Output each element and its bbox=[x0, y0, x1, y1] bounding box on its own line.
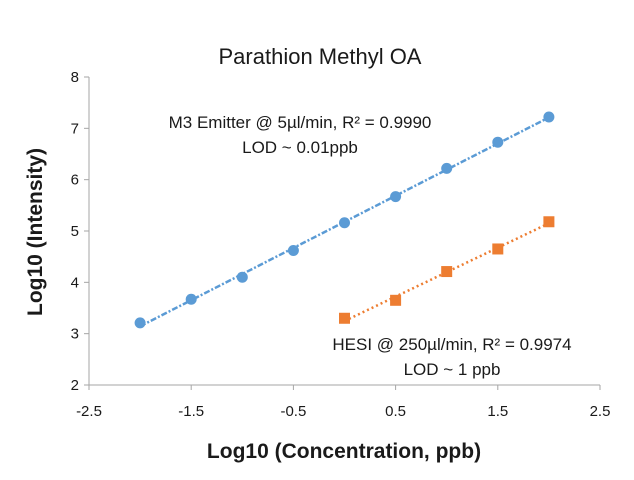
data-point-series-2 bbox=[492, 243, 504, 255]
data-point-series-1 bbox=[543, 111, 555, 123]
y-axis-label: Log10 (Intensity) bbox=[24, 148, 47, 316]
y-tick-label: 2 bbox=[71, 377, 79, 394]
x-tick-label: 1.5 bbox=[487, 403, 508, 420]
x-tick-label: 2.5 bbox=[590, 403, 611, 420]
data-point-series-1 bbox=[287, 245, 299, 257]
data-point-series-2 bbox=[543, 216, 555, 228]
y-tick-label: 3 bbox=[71, 326, 79, 343]
data-point-series-2 bbox=[339, 312, 350, 324]
y-tick-label: 7 bbox=[71, 120, 79, 137]
hesi-annotation-line1: HESI @ 250µl/min, R² = 0.9974 bbox=[332, 335, 571, 354]
y-tick-label: 6 bbox=[71, 172, 79, 189]
data-marks bbox=[134, 111, 555, 329]
hesi-annotation-line2: LOD ~ 1 ppb bbox=[404, 360, 501, 379]
x-tick-label: -2.5 bbox=[76, 403, 102, 420]
data-point-series-1 bbox=[339, 217, 350, 229]
ticks: 2 3 4 5 6 7 8 -2.5 -1.5 -0.5 0.5 1.5 2.5 bbox=[71, 69, 611, 420]
x-tick-label: -1.5 bbox=[178, 403, 204, 420]
m3-annotation-line1: M3 Emitter @ 5µl/min, R² = 0.9990 bbox=[169, 113, 432, 132]
data-point-series-1 bbox=[236, 271, 248, 283]
data-point-series-1 bbox=[185, 293, 197, 305]
data-point-series-1 bbox=[390, 191, 402, 203]
data-point-series-2 bbox=[390, 294, 402, 306]
data-point-series-2 bbox=[441, 266, 453, 278]
m3-annotation-line2: LOD ~ 0.01ppb bbox=[242, 138, 358, 157]
data-point-series-1 bbox=[441, 162, 453, 174]
y-tick-label: 5 bbox=[71, 223, 79, 240]
data-point-series-1 bbox=[134, 317, 146, 329]
x-tick-label: -0.5 bbox=[280, 403, 306, 420]
x-tick-label: 0.5 bbox=[385, 403, 406, 420]
y-tick-label: 4 bbox=[71, 274, 79, 291]
chart-title: Parathion Methyl OA bbox=[219, 44, 422, 69]
y-tick-label: 8 bbox=[71, 69, 79, 86]
x-axis-label: Log10 (Concentration, ppb) bbox=[207, 440, 481, 463]
data-point-series-1 bbox=[492, 136, 504, 148]
